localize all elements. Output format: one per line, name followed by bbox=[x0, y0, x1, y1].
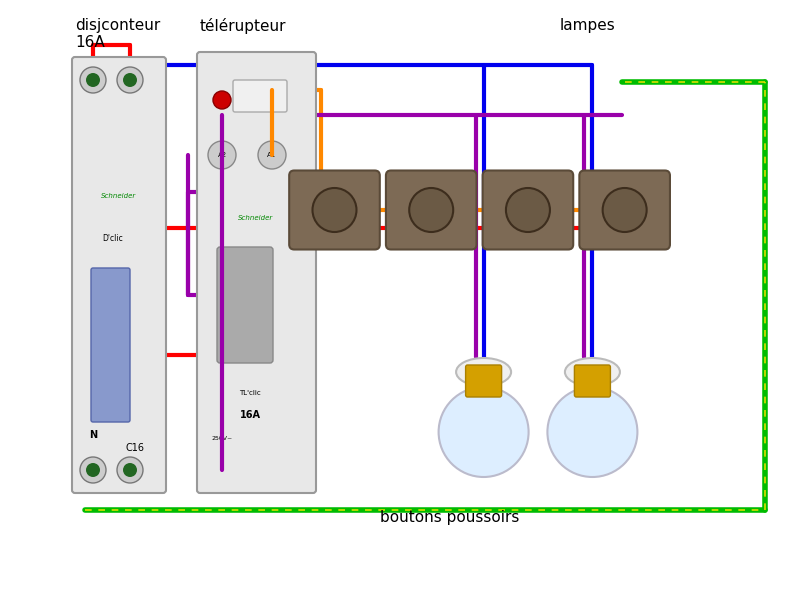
FancyBboxPatch shape bbox=[197, 52, 316, 493]
Ellipse shape bbox=[456, 358, 511, 386]
Circle shape bbox=[86, 73, 100, 87]
Text: A2: A2 bbox=[218, 152, 226, 158]
Text: N: N bbox=[89, 430, 97, 440]
Circle shape bbox=[603, 188, 646, 232]
Text: C16: C16 bbox=[126, 443, 144, 453]
FancyBboxPatch shape bbox=[386, 170, 476, 250]
Circle shape bbox=[506, 188, 550, 232]
Text: boutons poussoirs: boutons poussoirs bbox=[380, 510, 519, 525]
Circle shape bbox=[117, 457, 143, 483]
Circle shape bbox=[123, 463, 137, 477]
FancyBboxPatch shape bbox=[466, 365, 501, 397]
Text: TL'clic: TL'clic bbox=[239, 390, 261, 396]
Text: 16A: 16A bbox=[239, 410, 260, 420]
FancyBboxPatch shape bbox=[72, 57, 166, 493]
Circle shape bbox=[117, 67, 143, 93]
Circle shape bbox=[86, 463, 100, 477]
Text: D'clic: D'clic bbox=[102, 233, 123, 242]
Text: 250V~: 250V~ bbox=[211, 436, 233, 441]
Text: disjconteur
16A: disjconteur 16A bbox=[75, 18, 160, 50]
Circle shape bbox=[547, 387, 638, 477]
Circle shape bbox=[409, 188, 453, 232]
FancyBboxPatch shape bbox=[580, 170, 670, 250]
FancyBboxPatch shape bbox=[575, 365, 610, 397]
FancyBboxPatch shape bbox=[217, 247, 273, 363]
FancyBboxPatch shape bbox=[233, 80, 287, 112]
Text: télérupteur: télérupteur bbox=[200, 18, 286, 34]
Circle shape bbox=[123, 73, 137, 87]
Text: Schneider: Schneider bbox=[239, 215, 273, 221]
Ellipse shape bbox=[565, 358, 620, 386]
FancyBboxPatch shape bbox=[483, 170, 573, 250]
FancyBboxPatch shape bbox=[289, 170, 380, 250]
Circle shape bbox=[438, 387, 529, 477]
Text: lampes: lampes bbox=[560, 18, 616, 33]
Text: A1: A1 bbox=[268, 152, 276, 158]
Circle shape bbox=[258, 141, 286, 169]
Circle shape bbox=[208, 141, 236, 169]
Circle shape bbox=[80, 457, 106, 483]
Circle shape bbox=[80, 67, 106, 93]
Circle shape bbox=[313, 188, 356, 232]
Text: Schneider: Schneider bbox=[102, 193, 137, 199]
Circle shape bbox=[213, 91, 231, 109]
FancyBboxPatch shape bbox=[91, 268, 130, 422]
